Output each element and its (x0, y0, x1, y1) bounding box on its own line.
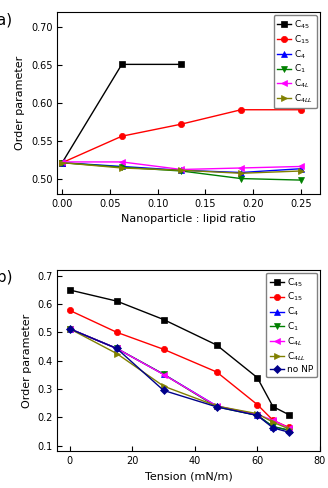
C$_{4LL}$ (271, 419, 275, 425)
C$_{45}$ (68, 287, 72, 293)
C$_{4LL}$ (256, 411, 259, 417)
Line: C$_{45}$: C$_{45}$ (67, 287, 292, 418)
C$_4$ (271, 424, 275, 429)
C$_1$ (162, 371, 166, 377)
C$_1$ (179, 168, 183, 174)
Line: C$_{4L}$: C$_{4L}$ (59, 159, 304, 173)
C$_{4L}$ (68, 326, 72, 332)
Line: C$_4$: C$_4$ (59, 160, 304, 176)
C$_{4LL}$ (120, 165, 124, 171)
C$_{4L}$ (120, 159, 124, 165)
C$_{4L}$ (271, 417, 275, 423)
C$_{45}$ (120, 61, 124, 67)
C$_{4L}$ (239, 165, 243, 171)
C$_{4L}$ (179, 166, 183, 172)
C$_{45}$ (162, 317, 166, 323)
C$_4$ (256, 412, 259, 418)
C$_{4L}$ (215, 403, 219, 409)
C$_4$ (179, 167, 183, 173)
C$_1$ (287, 427, 291, 433)
Line: no NP: no NP (67, 326, 291, 435)
Y-axis label: Order parameter: Order parameter (15, 56, 25, 150)
C$_{4LL}$ (215, 403, 219, 409)
C$_4$ (287, 427, 291, 433)
C$_{4L}$ (162, 372, 166, 378)
C$_{4LL}$ (162, 383, 166, 389)
C$_{45}$ (256, 375, 259, 381)
C$_1$ (271, 424, 275, 429)
C$_{15}$ (68, 307, 72, 313)
C$_{45}$ (115, 298, 119, 304)
Line: C$_{4LL}$: C$_{4LL}$ (59, 160, 304, 176)
C$_4$ (239, 170, 243, 176)
X-axis label: Tension (mN/m): Tension (mN/m) (145, 472, 233, 482)
C$_1$ (215, 404, 219, 410)
C$_4$ (60, 160, 64, 165)
Text: (b): (b) (0, 270, 13, 285)
C$_{15}$ (179, 121, 183, 127)
C$_{4LL}$ (287, 426, 291, 432)
C$_4$ (215, 403, 219, 409)
C$_1$ (299, 177, 303, 183)
no NP (162, 387, 166, 393)
X-axis label: Nanoparticle : lipid ratio: Nanoparticle : lipid ratio (121, 214, 256, 224)
Legend: C$_{45}$, C$_{15}$, C$_4$, C$_1$, C$_{4L}$, C$_{4LL}$: C$_{45}$, C$_{15}$, C$_4$, C$_1$, C$_{4L… (274, 15, 317, 108)
C$_{4L}$ (256, 411, 259, 417)
Line: C$_{15}$: C$_{15}$ (59, 106, 304, 166)
C$_4$ (299, 166, 303, 172)
C$_{4LL}$ (115, 351, 119, 357)
no NP (287, 429, 291, 435)
C$_1$ (68, 326, 72, 332)
Line: C$_1$: C$_1$ (59, 160, 304, 183)
C$_{4LL}$ (239, 170, 243, 176)
C$_1$ (115, 346, 119, 351)
C$_{15}$ (60, 160, 64, 165)
C$_{15}$ (215, 369, 219, 375)
C$_{4L}$ (115, 346, 119, 351)
Line: C$_{4LL}$: C$_{4LL}$ (67, 326, 292, 432)
C$_{15}$ (299, 107, 303, 113)
C$_1$ (60, 160, 64, 165)
no NP (68, 326, 72, 332)
Line: C$_{45}$: C$_{45}$ (59, 61, 185, 166)
Text: (a): (a) (0, 12, 13, 27)
Line: C$_{4L}$: C$_{4L}$ (67, 326, 292, 431)
C$_{45}$ (287, 411, 291, 417)
C$_{4LL}$ (68, 326, 72, 332)
no NP (115, 346, 119, 351)
no NP (256, 412, 259, 418)
Legend: C$_{45}$, C$_{15}$, C$_4$, C$_1$, C$_{4L}$, C$_{4LL}$, no NP: C$_{45}$, C$_{15}$, C$_4$, C$_1$, C$_{4L… (266, 273, 317, 377)
C$_{15}$ (239, 107, 243, 113)
Line: C$_1$: C$_1$ (67, 326, 292, 433)
no NP (271, 425, 275, 431)
C$_{45}$ (215, 342, 219, 348)
C$_{4L}$ (299, 163, 303, 169)
C$_4$ (68, 326, 72, 332)
C$_{4L}$ (287, 425, 291, 431)
Line: C$_{15}$: C$_{15}$ (67, 307, 292, 430)
C$_1$ (120, 164, 124, 170)
Line: C$_4$: C$_4$ (67, 326, 292, 433)
C$_{45}$ (271, 404, 275, 409)
C$_{15}$ (115, 329, 119, 335)
C$_4$ (162, 371, 166, 377)
C$_{15}$ (120, 133, 124, 139)
C$_{4LL}$ (179, 167, 183, 173)
C$_{4LL}$ (60, 160, 64, 165)
C$_{15}$ (287, 425, 291, 430)
C$_{15}$ (256, 402, 259, 407)
C$_{45}$ (60, 160, 64, 165)
no NP (215, 404, 219, 410)
C$_{4LL}$ (299, 168, 303, 174)
C$_1$ (239, 176, 243, 182)
C$_{15}$ (271, 417, 275, 423)
C$_4$ (115, 346, 119, 351)
C$_4$ (120, 163, 124, 169)
C$_1$ (256, 412, 259, 418)
Y-axis label: Order parameter: Order parameter (22, 313, 31, 408)
C$_{45}$ (179, 61, 183, 67)
C$_{15}$ (162, 346, 166, 352)
C$_{4L}$ (60, 159, 64, 165)
